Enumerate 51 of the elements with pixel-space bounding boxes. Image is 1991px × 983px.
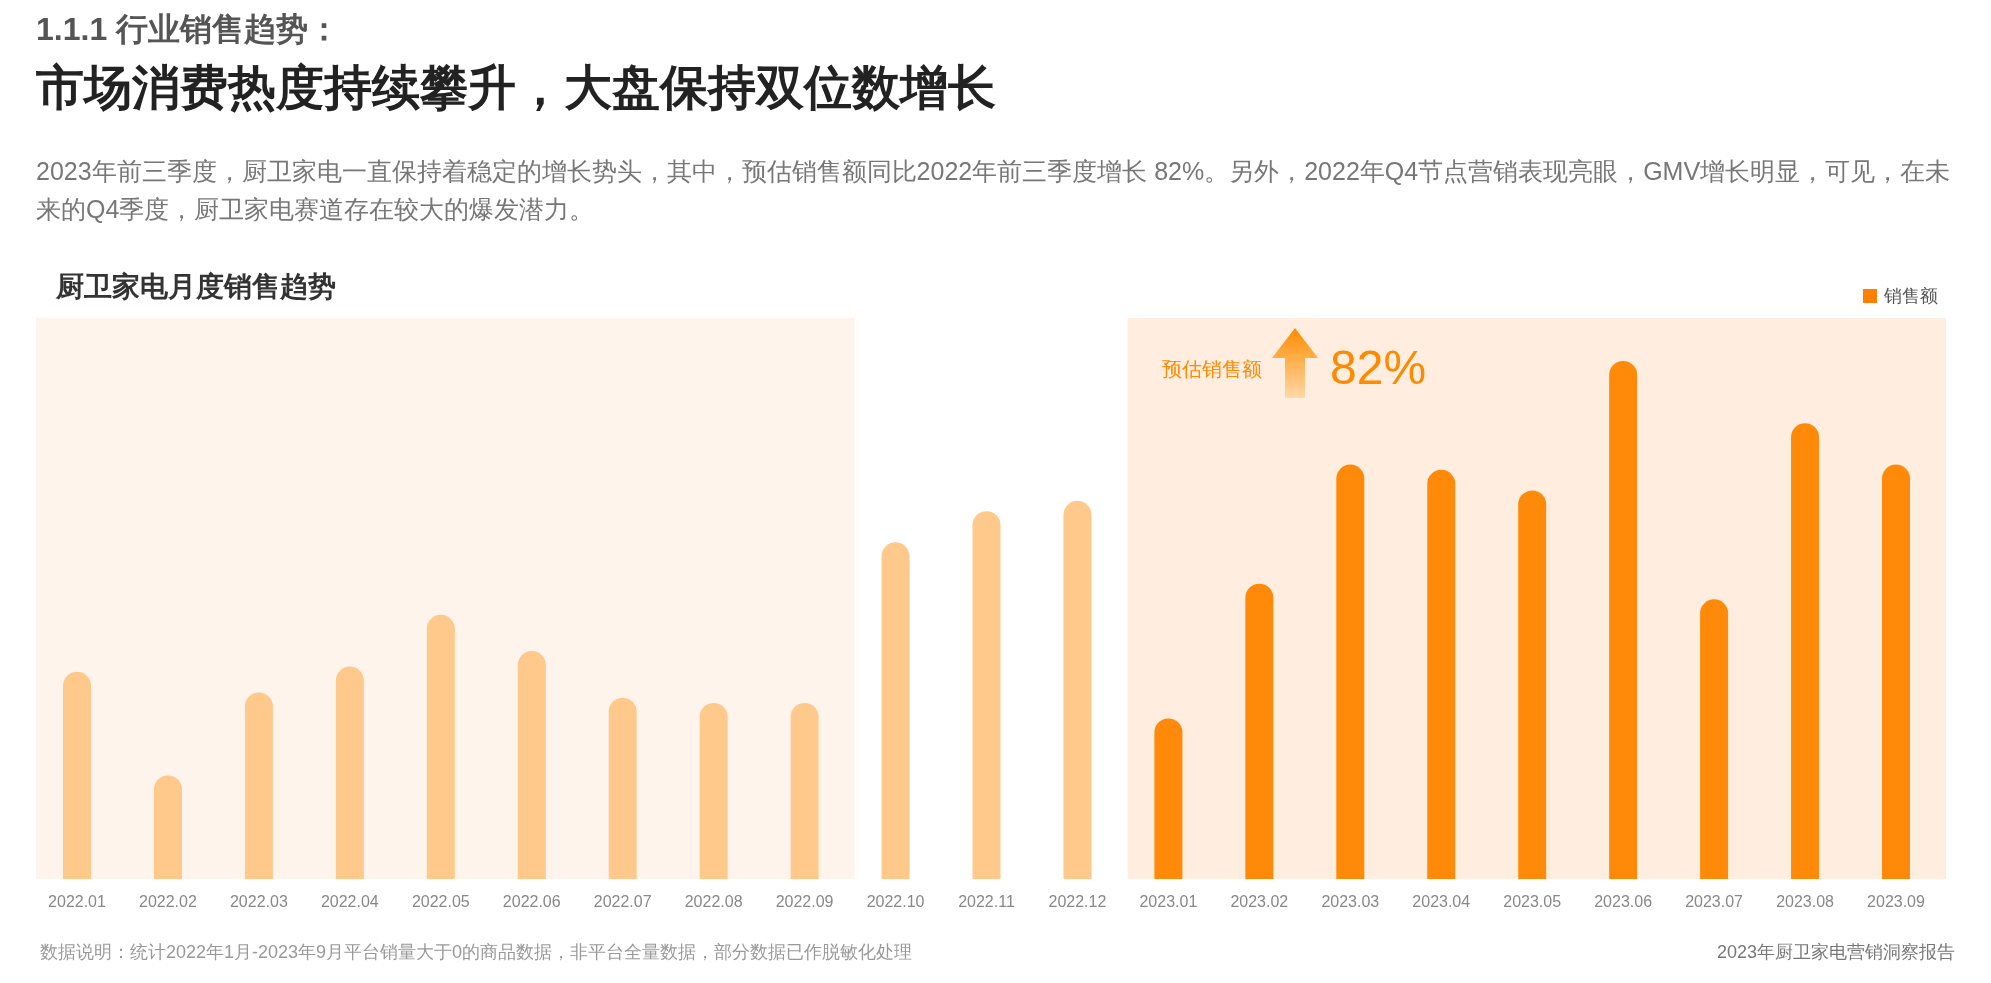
x-tick-label: 2022.02 [139,893,197,910]
bar [335,666,364,879]
chart-title: 1.1.1 行业销售趋势： [36,10,341,49]
bar [244,692,273,879]
bar [608,697,637,879]
bar [699,702,728,879]
bar [1154,718,1183,879]
x-tick-label: 2023.03 [1321,893,1380,910]
bar [1609,361,1638,879]
bar [1791,423,1820,879]
x-tick-label: 2022.11 [958,893,1015,910]
bar [517,651,546,879]
x-tick-label: 2023.09 [1867,893,1926,910]
x-tick-label: 2022.05 [411,893,470,910]
bar [1700,599,1729,879]
x-tick-label: 2023.04 [1412,893,1471,910]
bar [1882,464,1910,879]
x-tick-label: 2022.10 [866,893,925,910]
x-tick-label: 2022.03 [229,893,288,910]
annotation: 预估销售额 [1162,358,1262,380]
bar [1336,464,1365,879]
bar [972,511,1001,879]
x-tick-label: 2022.07 [593,893,652,910]
bar [426,614,455,879]
x-tick-label: 2023.02 [1230,893,1289,910]
x-tick-label: 2023.06 [1594,893,1653,910]
bar [1063,500,1092,879]
bar [1427,469,1456,879]
bar [790,702,819,879]
x-tick-label: 2023.01 [1139,893,1198,910]
bar [1518,490,1547,879]
bar [63,671,91,879]
x-tick-label: 2022.08 [684,893,743,910]
bar [153,775,182,879]
legend-label: 销售额 [1883,286,1938,306]
text: 数据说明：统计2022年1月-2023年9月平台销量大于0的商品数据，非平台全量数据，部分数据已作脱敏化处理 [40,941,913,964]
x-tick-label: 2022.09 [775,893,834,910]
x-tick-label: 2022.06 [502,893,561,910]
x-tick-label: 2022.12 [1048,893,1107,910]
bar [1245,583,1274,879]
x-tick-label: 2022.01 [48,893,107,910]
text: 2023年前三季度，厨卫家电一直保持着稳定的增长势头，其中，预估销售额同比2022年前三季度增长 82%。另外，2022年Q4节点营销表现亮眼，GMV增长明显，可见，在未来的Q4季度，厨卫家电赛道存在较大的爆发潜力。 [36,156,1952,225]
text: 厨卫家电月度销售趋势 [56,270,336,304]
bar [881,542,910,879]
x-tick-label: 2023.08 [1776,893,1835,910]
x-tick-label: 2023.05 [1503,893,1562,910]
chart-subtitle: 市场消费热度持续攀升，大盘保持双位数增长 [36,60,996,116]
annotation: 82% [1330,341,1427,394]
x-tick-label: 2022.04 [320,893,379,910]
x-tick-label: 2023.07 [1685,893,1744,910]
text: 2023年厨卫家电营销洞察报告 [1716,941,1955,964]
